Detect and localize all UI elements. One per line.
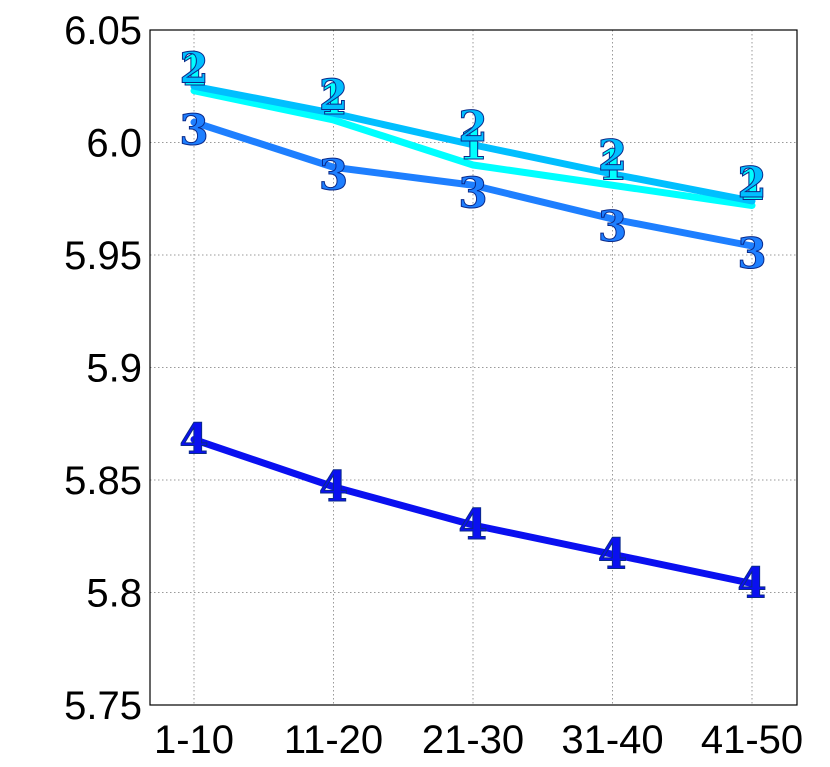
y-tick-label: 5.75	[64, 684, 142, 728]
series-line-4	[190, 436, 756, 587]
series-2-marker: 2	[598, 131, 627, 180]
series-1-marker: 1	[179, 46, 208, 95]
series-line-2	[190, 82, 756, 205]
y-tick-label: 5.8	[86, 572, 142, 616]
series-line-3	[190, 118, 756, 250]
series-3-marker: 3	[319, 150, 348, 199]
series-1-marker: 1	[319, 75, 348, 124]
series-1-marker: 1	[737, 161, 766, 210]
y-tick-label: 5.85	[64, 459, 142, 503]
series-line-1	[190, 87, 756, 209]
series-4-marker: 4	[458, 500, 487, 549]
series-2-marker: 2	[458, 102, 487, 151]
x-axis-tick-labels: 1-10 11-20 21-30 31-40 41-50	[154, 718, 803, 762]
y-tick-label: 5.9	[86, 347, 142, 391]
series-4-marker: 4	[598, 529, 627, 578]
series-2-marker: 2	[179, 43, 208, 92]
x-tick-label: 11-20	[284, 718, 383, 762]
series-3-marker: 3	[458, 168, 487, 217]
y-tick-label: 6.0	[86, 122, 142, 166]
series-4-marker: 4	[179, 415, 208, 464]
x-tick-label: 21-30	[422, 718, 524, 762]
series-3-marker: 3	[179, 105, 208, 154]
series-lines	[190, 82, 756, 587]
series-2-marker: 2	[737, 158, 766, 207]
series-3-marker: 3	[737, 229, 766, 278]
y-tick-label: 6.05	[64, 9, 142, 53]
series-1-marker: 1	[598, 140, 627, 189]
series-2-marker: 2	[319, 70, 348, 119]
series-4-marker: 4	[319, 462, 348, 511]
x-tick-label: 31-40	[561, 718, 663, 762]
x-tick-label: 1-10	[154, 718, 234, 762]
y-tick-label: 5.95	[64, 234, 142, 278]
x-tick-label: 41-50	[701, 718, 803, 762]
series-3-marker: 3	[598, 202, 627, 251]
series-1-marker: 1	[458, 120, 487, 169]
series-4-marker: 4	[737, 559, 766, 608]
y-axis-tick-labels: 5.75 5.8 5.85 5.9 5.95 6.0 6.05	[64, 9, 142, 728]
plot-area-frame	[149, 29, 798, 706]
